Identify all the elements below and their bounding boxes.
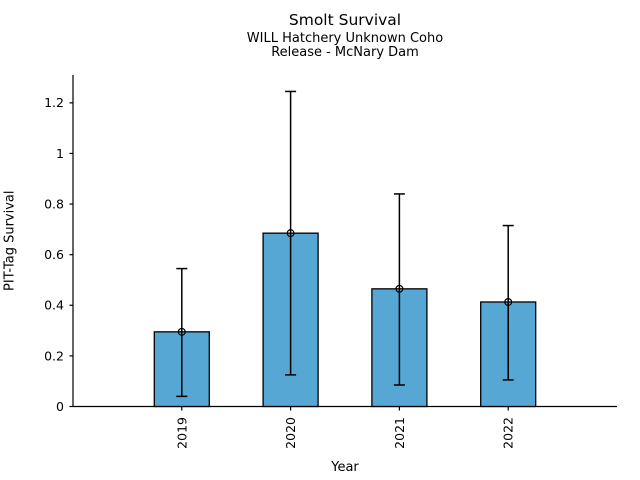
y-axis-title: PIT-Tag Survival	[3, 191, 18, 291]
y-tick-label: 0.8	[44, 196, 64, 211]
chart-subtitle-line1: WILL Hatchery Unknown Coho	[246, 31, 444, 46]
y-tick-label: 1	[56, 146, 64, 161]
y-tick-label: 1.2	[44, 95, 64, 110]
point-marker-2021	[395, 284, 404, 293]
x-axis-title: Year	[330, 460, 359, 475]
point-marker-2020	[286, 229, 295, 238]
chart-title: Smolt Survival	[288, 11, 402, 29]
y-tick-label: 0	[56, 399, 64, 414]
point-marker-2022	[504, 297, 513, 306]
chart-subtitle-line2: Release - McNary Dam	[271, 45, 419, 60]
x-tick-label: 2020	[283, 417, 298, 449]
x-tick-label: 2022	[501, 417, 516, 449]
y-tick-label: 0.2	[44, 348, 64, 363]
point-marker-2019	[177, 327, 186, 336]
x-tick-label: 2021	[392, 417, 407, 449]
y-tick-label: 0.6	[44, 247, 64, 262]
x-tick-label: 2019	[174, 417, 189, 449]
y-tick-label: 0.4	[44, 298, 64, 313]
